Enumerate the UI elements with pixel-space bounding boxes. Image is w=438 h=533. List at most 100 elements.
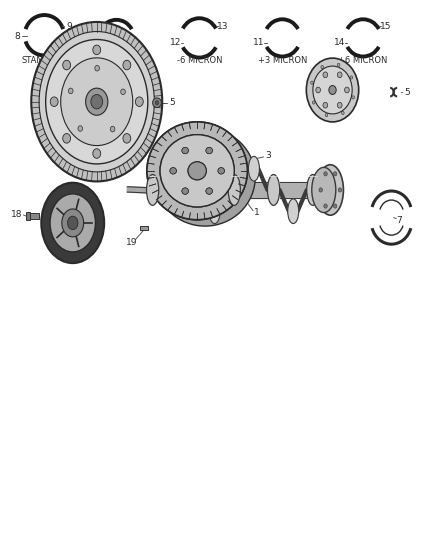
Ellipse shape [288, 199, 299, 223]
Ellipse shape [206, 147, 212, 154]
Text: +3 MICRON: +3 MICRON [258, 56, 307, 64]
Ellipse shape [188, 162, 206, 180]
Ellipse shape [323, 72, 328, 78]
Ellipse shape [123, 134, 131, 143]
Text: 12: 12 [170, 38, 181, 47]
Ellipse shape [312, 101, 315, 104]
Ellipse shape [123, 60, 131, 70]
Ellipse shape [85, 88, 108, 115]
Ellipse shape [350, 76, 353, 79]
Text: 11: 11 [253, 38, 265, 47]
Bar [141, 225, 148, 230]
Ellipse shape [50, 97, 58, 107]
Polygon shape [280, 182, 307, 198]
Ellipse shape [329, 85, 336, 94]
Ellipse shape [78, 126, 82, 131]
Ellipse shape [147, 122, 247, 220]
Ellipse shape [306, 58, 359, 122]
Ellipse shape [333, 172, 337, 176]
Text: 10: 10 [88, 38, 99, 47]
Ellipse shape [307, 174, 319, 205]
Ellipse shape [321, 66, 324, 69]
Ellipse shape [218, 167, 224, 174]
Text: +6 MICRON: +6 MICRON [339, 56, 388, 64]
Ellipse shape [337, 72, 342, 78]
Ellipse shape [189, 174, 201, 205]
Text: 9: 9 [66, 22, 72, 31]
Ellipse shape [93, 149, 101, 158]
Text: 7: 7 [397, 216, 403, 225]
Ellipse shape [31, 22, 162, 181]
Ellipse shape [342, 111, 344, 115]
Ellipse shape [168, 156, 179, 181]
Ellipse shape [324, 204, 327, 208]
Ellipse shape [39, 31, 154, 172]
Ellipse shape [325, 114, 328, 117]
Ellipse shape [182, 147, 188, 154]
Ellipse shape [313, 66, 352, 114]
Polygon shape [240, 182, 268, 198]
Ellipse shape [352, 96, 354, 99]
Text: 5: 5 [169, 98, 174, 107]
Ellipse shape [206, 147, 212, 154]
Ellipse shape [182, 147, 188, 154]
Ellipse shape [311, 81, 313, 84]
Ellipse shape [333, 204, 337, 208]
Ellipse shape [160, 135, 234, 207]
Text: 3: 3 [265, 151, 271, 160]
Ellipse shape [338, 188, 342, 192]
Ellipse shape [206, 188, 212, 194]
Ellipse shape [268, 174, 280, 205]
Ellipse shape [337, 102, 342, 108]
Ellipse shape [188, 162, 206, 180]
Ellipse shape [160, 135, 234, 207]
Ellipse shape [182, 188, 188, 194]
Text: 14: 14 [334, 38, 345, 47]
Text: 4: 4 [321, 94, 327, 103]
Ellipse shape [152, 98, 161, 108]
Bar [25, 213, 39, 219]
Text: 16: 16 [75, 246, 86, 255]
Ellipse shape [62, 209, 84, 237]
Text: 15: 15 [380, 22, 392, 31]
Ellipse shape [319, 188, 322, 192]
Ellipse shape [170, 167, 177, 174]
Text: 17: 17 [41, 224, 52, 233]
Text: -3 MICRON: -3 MICRON [94, 56, 139, 64]
Ellipse shape [323, 102, 328, 108]
Ellipse shape [121, 89, 125, 94]
Ellipse shape [345, 87, 349, 93]
Ellipse shape [147, 174, 159, 205]
Ellipse shape [316, 87, 321, 93]
Ellipse shape [155, 101, 159, 105]
Ellipse shape [110, 126, 115, 132]
Bar [25, 212, 30, 220]
Ellipse shape [41, 183, 104, 263]
Ellipse shape [317, 165, 343, 215]
Ellipse shape [46, 39, 148, 164]
Ellipse shape [91, 94, 102, 109]
Text: 8: 8 [14, 32, 20, 41]
Text: STANDARD: STANDARD [21, 56, 67, 64]
Ellipse shape [228, 174, 240, 205]
Ellipse shape [206, 188, 212, 194]
Ellipse shape [67, 216, 78, 230]
Polygon shape [127, 187, 151, 193]
Ellipse shape [170, 167, 177, 174]
Ellipse shape [68, 88, 73, 94]
Polygon shape [201, 182, 228, 198]
Ellipse shape [312, 167, 336, 213]
Text: 6: 6 [73, 123, 78, 132]
Text: 19: 19 [126, 238, 138, 247]
Ellipse shape [95, 66, 99, 71]
Ellipse shape [61, 58, 133, 146]
Ellipse shape [248, 156, 259, 181]
Ellipse shape [218, 167, 224, 174]
Text: 5: 5 [405, 87, 410, 96]
Ellipse shape [50, 194, 95, 252]
Ellipse shape [182, 188, 188, 194]
Text: 18: 18 [11, 211, 22, 220]
Ellipse shape [135, 97, 143, 107]
Polygon shape [159, 182, 189, 198]
Ellipse shape [147, 122, 247, 220]
